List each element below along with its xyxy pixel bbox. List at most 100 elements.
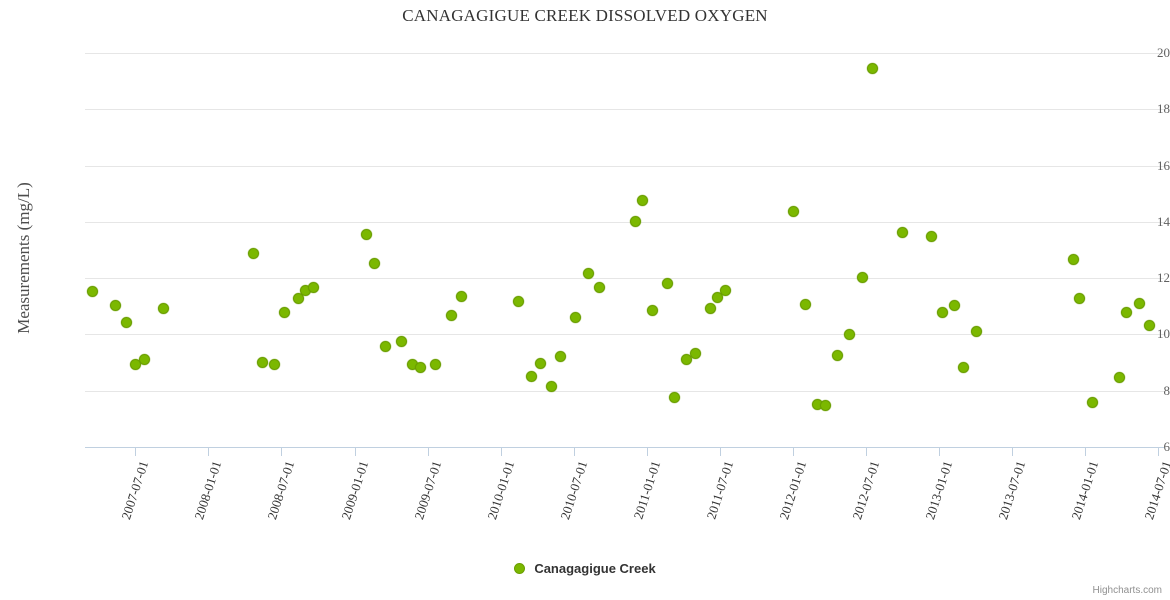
data-point[interactable] [1073,293,1085,305]
data-point[interactable] [414,362,426,374]
data-point[interactable] [582,268,594,279]
data-point[interactable] [711,291,723,303]
x-tick-label: 2009-07-01 [411,459,445,522]
x-axis-line [85,447,1164,448]
y-tick-label: 6 [1163,439,1170,454]
data-point[interactable] [534,358,546,370]
data-point[interactable] [512,296,524,308]
y-tick-label: 20 [1157,45,1170,60]
data-point[interactable] [1143,320,1155,332]
data-point[interactable] [545,380,557,392]
data-point[interactable] [970,325,982,337]
data-point[interactable] [120,317,132,329]
y-tick-label: 10 [1157,326,1170,342]
data-point[interactable] [360,228,372,240]
data-point[interactable] [843,328,855,340]
x-tick-label: 2007-07-01 [118,459,152,522]
data-point[interactable] [256,356,268,368]
data-point[interactable] [86,286,98,298]
data-point[interactable] [445,310,457,322]
x-tick-label: 2012-01-01 [776,459,810,522]
y-tick-label: 8 [1163,382,1170,398]
data-point[interactable] [719,284,731,296]
data-point[interactable] [379,341,391,353]
data-point[interactable] [668,391,680,403]
legend-item-canagagigue-creek[interactable]: Canagagigue Creek [514,561,656,576]
data-point[interactable] [925,231,937,243]
legend-item-label: Canagagigue Creek [534,561,656,576]
y-axis-title: Measurements (mg/L) [14,182,33,334]
data-point[interactable] [429,359,441,371]
x-tick [866,447,867,456]
gridline [85,53,1164,54]
data-point[interactable] [554,351,566,363]
data-point[interactable] [1067,253,1079,265]
data-point[interactable] [957,362,969,374]
x-tick-label: 2008-07-01 [264,459,298,522]
y-tick-label: 14 [1157,213,1170,229]
data-point[interactable] [1133,297,1145,309]
x-tick [281,447,282,456]
data-point[interactable] [866,62,878,74]
data-point[interactable] [787,206,799,218]
x-tick-label: 2012-07-01 [849,459,883,522]
data-point[interactable] [278,307,290,319]
x-tick [1012,447,1013,456]
x-tick-label: 2014-07-01 [1141,459,1170,522]
data-point[interactable] [680,353,692,365]
data-point[interactable] [268,359,280,371]
data-point[interactable] [1086,397,1098,409]
x-tick [647,447,648,456]
chart-legend: Canagagigue Creek [0,561,1170,577]
gridline [85,221,1164,223]
x-tick-label: 2010-01-01 [484,459,518,522]
gridline [85,278,1164,280]
x-tick-label: 2008-01-01 [191,459,225,522]
x-tick [1085,447,1086,456]
gridline [85,165,1164,167]
legend-marker-icon [514,563,526,574]
x-tick-label: 2011-07-01 [703,459,737,521]
data-point[interactable] [109,300,121,312]
x-tick [501,447,502,456]
data-point[interactable] [799,298,811,310]
data-point[interactable] [129,359,141,371]
data-point[interactable] [1120,307,1132,319]
data-point[interactable] [661,277,673,289]
data-point[interactable] [593,282,605,294]
x-tick [793,447,794,456]
data-point[interactable] [247,248,259,260]
data-point[interactable] [856,272,868,284]
x-tick-label: 2013-01-01 [922,459,956,522]
chart-title: CANAGAGIGUE CREEK DISSOLVED OXYGEN [402,6,768,25]
data-point[interactable] [455,290,467,302]
data-point[interactable] [629,215,641,227]
data-point[interactable] [525,370,537,382]
data-point[interactable] [896,227,908,239]
data-point[interactable] [948,300,960,312]
data-point[interactable] [157,303,169,315]
y-tick-label: 18 [1157,101,1170,117]
data-point[interactable] [1113,372,1125,384]
gridline [85,334,1164,336]
data-point[interactable] [704,303,716,315]
data-point[interactable] [646,304,658,316]
y-tick-label: 12 [1157,270,1170,286]
data-point[interactable] [307,282,319,294]
data-point[interactable] [569,311,581,323]
data-point[interactable] [936,307,948,319]
data-point[interactable] [292,293,304,305]
x-tick [208,447,209,456]
x-tick-label: 2010-07-01 [557,459,591,522]
plot-area [85,53,1164,448]
data-point[interactable] [689,348,701,360]
data-point[interactable] [831,349,843,361]
data-point[interactable] [395,335,407,347]
gridline [85,109,1164,111]
y-tick-label: 16 [1157,157,1170,173]
data-point[interactable] [636,194,648,206]
data-point[interactable] [819,400,831,412]
data-point[interactable] [368,258,380,270]
data-point[interactable] [138,353,150,365]
